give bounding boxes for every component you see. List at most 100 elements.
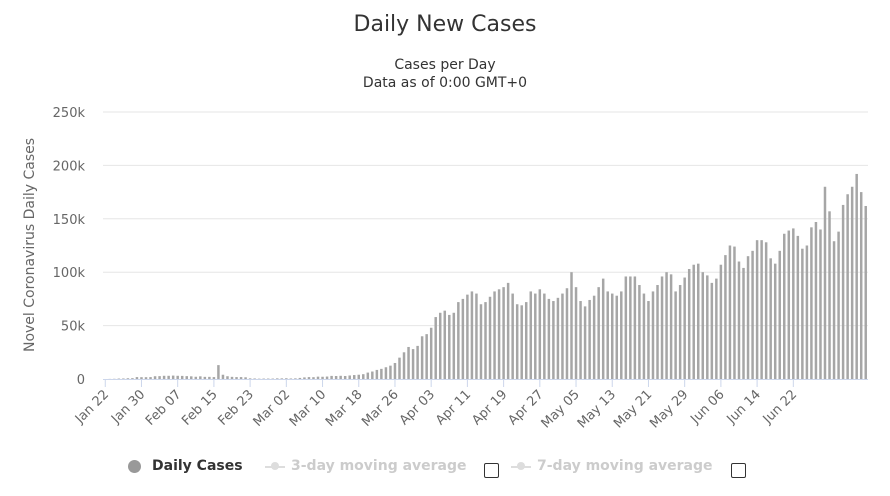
bar[interactable] xyxy=(194,376,198,379)
legend-item-7-day-average[interactable]: 7-day moving average xyxy=(511,458,713,474)
bar[interactable] xyxy=(719,264,723,379)
bar[interactable] xyxy=(859,192,863,379)
bar[interactable] xyxy=(588,299,591,379)
bar[interactable] xyxy=(140,377,143,379)
bar[interactable] xyxy=(597,287,600,379)
bar[interactable] xyxy=(171,375,175,379)
bar[interactable] xyxy=(122,378,125,379)
bar[interactable] xyxy=(334,376,338,379)
bar[interactable] xyxy=(144,377,148,379)
bar[interactable] xyxy=(529,291,533,379)
bar[interactable] xyxy=(601,278,605,379)
bar[interactable] xyxy=(162,375,166,379)
bar[interactable] xyxy=(375,369,379,379)
bar[interactable] xyxy=(534,293,537,379)
legend-checkbox-7-day-average[interactable] xyxy=(731,463,746,478)
bar[interactable] xyxy=(810,227,813,379)
bar[interactable] xyxy=(642,293,646,379)
bar[interactable] xyxy=(131,378,134,379)
bar[interactable] xyxy=(199,376,202,379)
bar[interactable] xyxy=(669,274,673,379)
bar[interactable] xyxy=(429,327,433,379)
bar[interactable] xyxy=(371,371,374,379)
bar[interactable] xyxy=(565,288,569,379)
bar[interactable] xyxy=(244,377,247,379)
bar[interactable] xyxy=(606,291,609,379)
bar[interactable] xyxy=(850,186,854,379)
bar[interactable] xyxy=(678,285,682,379)
bar[interactable] xyxy=(520,305,523,379)
bar[interactable] xyxy=(706,275,709,379)
bar[interactable] xyxy=(416,345,419,379)
bar[interactable] xyxy=(389,365,392,379)
bar[interactable] xyxy=(760,240,763,379)
bar[interactable] xyxy=(502,287,505,379)
bar[interactable] xyxy=(425,334,428,379)
bar[interactable] xyxy=(742,267,745,379)
bar[interactable] xyxy=(814,222,818,379)
bar[interactable] xyxy=(611,293,614,379)
bar[interactable] xyxy=(321,376,324,379)
bar[interactable] xyxy=(185,376,188,379)
bar[interactable] xyxy=(755,240,759,379)
bar[interactable] xyxy=(411,349,415,379)
bar[interactable] xyxy=(348,375,351,379)
bar[interactable] xyxy=(470,291,474,379)
bar[interactable] xyxy=(180,375,184,379)
bar[interactable] xyxy=(583,306,587,379)
bar[interactable] xyxy=(715,278,718,379)
bar[interactable] xyxy=(239,377,243,379)
legend-item-3-day-average[interactable]: 3-day moving average xyxy=(265,458,467,474)
bar[interactable] xyxy=(457,302,460,379)
bar[interactable] xyxy=(524,302,528,379)
bar[interactable] xyxy=(783,233,786,379)
bar[interactable] xyxy=(420,336,424,379)
bar[interactable] xyxy=(398,357,401,379)
bar[interactable] xyxy=(452,312,456,379)
bar-series-daily-cases[interactable] xyxy=(108,173,867,380)
bar[interactable] xyxy=(380,368,383,379)
bar[interactable] xyxy=(697,263,700,379)
bar[interactable] xyxy=(325,376,329,379)
bar[interactable] xyxy=(841,204,845,379)
bar[interactable] xyxy=(475,293,478,379)
bar[interactable] xyxy=(484,302,487,379)
bar[interactable] xyxy=(764,242,768,379)
bar[interactable] xyxy=(438,312,442,379)
bar[interactable] xyxy=(724,255,727,379)
bar[interactable] xyxy=(687,269,691,379)
bar[interactable] xyxy=(674,291,677,379)
bar[interactable] xyxy=(805,245,809,380)
bar[interactable] xyxy=(819,229,822,379)
bar[interactable] xyxy=(493,291,496,379)
bar[interactable] xyxy=(289,378,293,379)
bar[interactable] xyxy=(497,289,501,379)
bar[interactable] xyxy=(647,301,650,379)
bar[interactable] xyxy=(167,375,170,379)
bar[interactable] xyxy=(217,365,220,379)
bar[interactable] xyxy=(366,372,370,379)
bar[interactable] xyxy=(126,378,130,379)
bar[interactable] xyxy=(158,376,161,379)
bar[interactable] xyxy=(769,258,772,379)
bar[interactable] xyxy=(506,282,510,379)
bar[interactable] xyxy=(796,235,800,379)
bar[interactable] xyxy=(638,285,641,379)
bar[interactable] xyxy=(511,293,514,379)
bar[interactable] xyxy=(792,228,795,379)
bar[interactable] xyxy=(248,378,252,379)
bar[interactable] xyxy=(737,261,741,379)
bar[interactable] xyxy=(692,264,695,379)
bar[interactable] xyxy=(556,297,560,379)
bar[interactable] xyxy=(330,375,333,379)
bar[interactable] xyxy=(701,272,705,379)
bar[interactable] xyxy=(733,246,736,379)
bar[interactable] xyxy=(624,276,628,379)
bar[interactable] xyxy=(298,377,302,379)
bar[interactable] xyxy=(235,377,238,379)
bar[interactable] xyxy=(488,296,492,379)
legend-checkbox-3-day-average[interactable] xyxy=(484,463,499,478)
bar[interactable] xyxy=(479,304,483,379)
bar[interactable] xyxy=(280,378,284,379)
bar[interactable] xyxy=(448,314,451,379)
